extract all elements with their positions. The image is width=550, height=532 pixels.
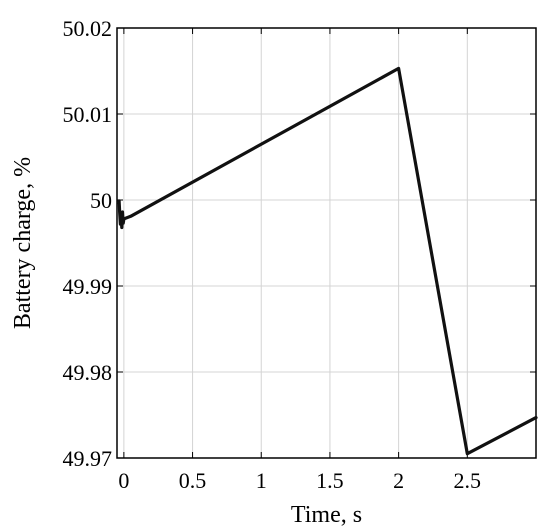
battery-charge-line xyxy=(116,66,538,456)
y-tick-labels: 49.97 49.98 49.99 50 50.01 50.02 xyxy=(63,16,113,471)
y-tick-label: 50 xyxy=(90,188,112,213)
y-tick-label: 49.98 xyxy=(63,360,113,385)
grid xyxy=(117,28,536,458)
x-tick-label: 1.5 xyxy=(316,468,344,493)
x-axis-label: Time, s xyxy=(291,502,362,528)
plot-border xyxy=(116,27,537,459)
y-tick-label: 49.97 xyxy=(63,446,113,471)
y-tick-label: 50.01 xyxy=(63,102,113,127)
plot-frame xyxy=(116,27,537,459)
x-tick-label: 2 xyxy=(393,468,404,493)
x-tick-labels: 0 0.5 1 1.5 2 2.5 xyxy=(118,468,481,493)
x-tick-label: 0 xyxy=(118,468,129,493)
x-tick-label: 1 xyxy=(256,468,267,493)
x-tick-label: 2.5 xyxy=(454,468,482,493)
x-tick-label: 0.5 xyxy=(179,468,207,493)
y-tick-label: 50.02 xyxy=(63,16,113,41)
y-axis-label: Battery charge, % xyxy=(10,157,36,329)
series-layer xyxy=(116,66,538,456)
y-tick-label: 49.99 xyxy=(63,274,113,299)
